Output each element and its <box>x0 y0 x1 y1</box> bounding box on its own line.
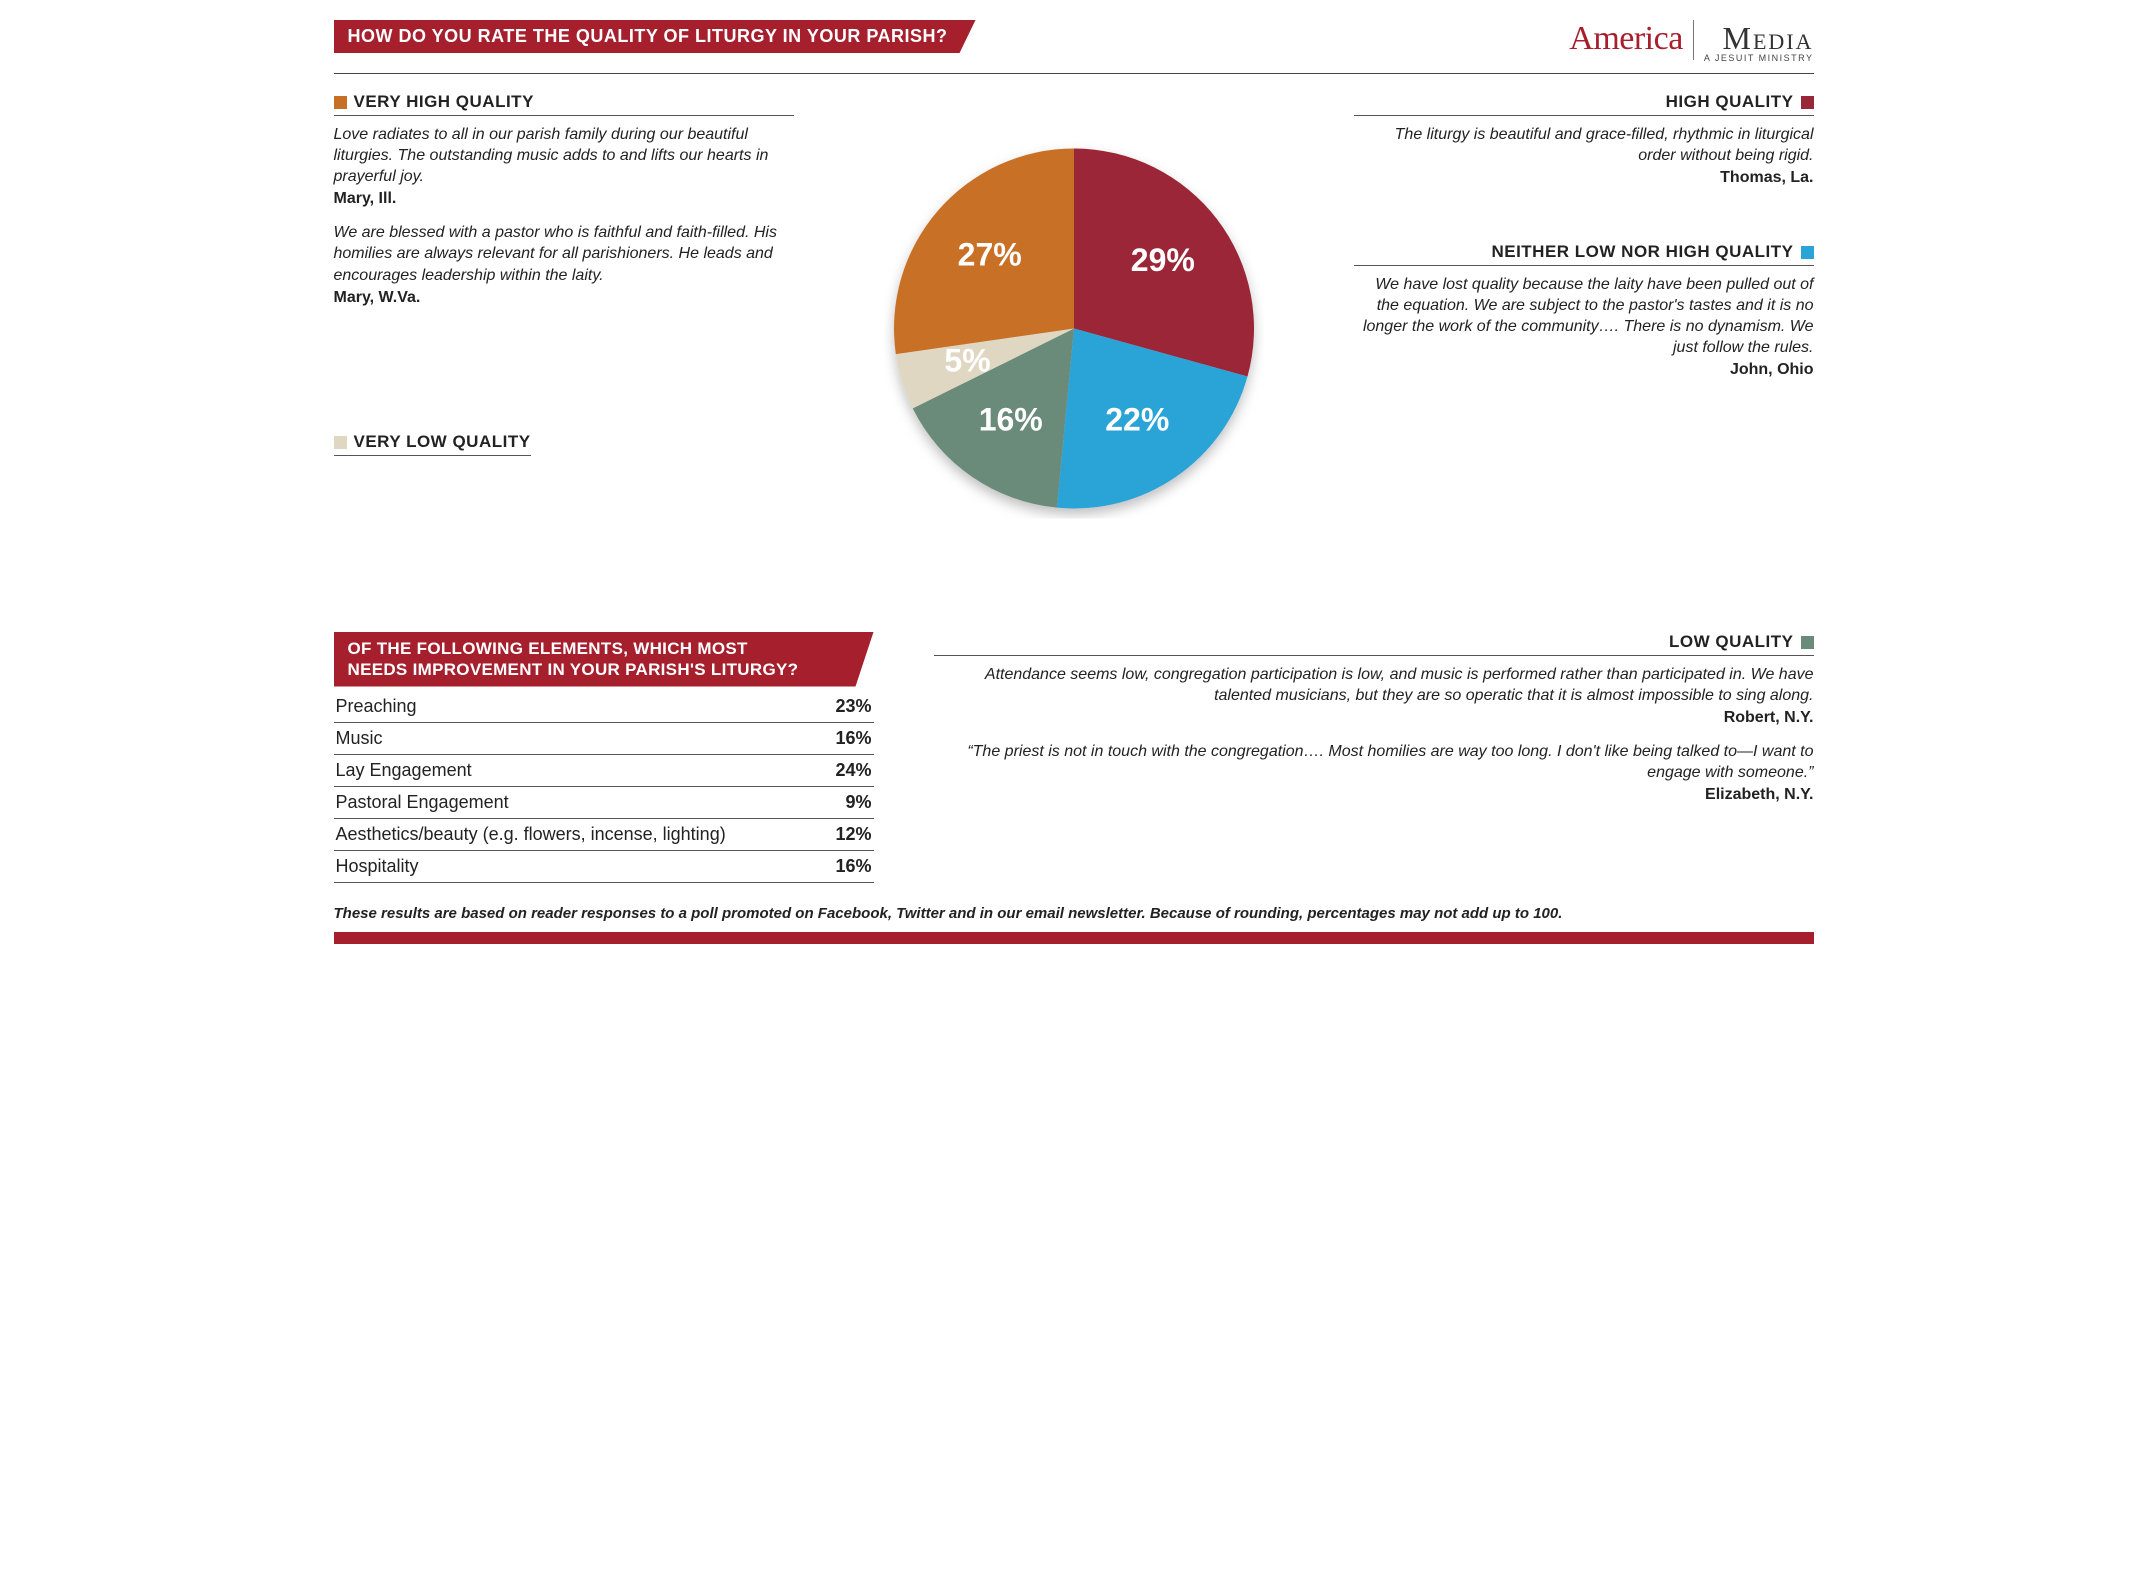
table-cell-label: Hospitality <box>334 850 814 882</box>
quote-text: The liturgy is beautiful and grace-fille… <box>1354 124 1814 166</box>
quote-attr: Elizabeth, N.Y. <box>934 786 1814 804</box>
table-row: Preaching23% <box>334 691 874 723</box>
table-cell-value: 9% <box>814 786 874 818</box>
table-cell-value: 24% <box>814 754 874 786</box>
quote-attr: Mary, Ill. <box>334 190 794 208</box>
swatch-very-low <box>334 436 347 449</box>
header-question-banner: HOW DO YOU RATE THE QUALITY OF LITURGY I… <box>334 20 976 53</box>
quote-text: We are blessed with a pastor who is fait… <box>334 222 794 285</box>
pie-label-neither: 22% <box>1105 402 1169 438</box>
table-cell-value: 12% <box>814 818 874 850</box>
swatch-high <box>1801 96 1814 109</box>
table-title-line1: OF THE FOLLOWING ELEMENTS, WHICH MOST <box>348 639 748 658</box>
bottom-bar <box>334 932 1814 944</box>
table-row: Aesthetics/beauty (e.g. flowers, incense… <box>334 818 874 850</box>
pie-label-verylow: 5% <box>944 343 990 379</box>
callout-title-very-low: VERY LOW QUALITY <box>354 432 531 452</box>
logo-america: America <box>1569 20 1683 58</box>
header-rule <box>334 73 1814 74</box>
quote-attr: Mary, W.Va. <box>334 289 794 307</box>
callout-neither: NEITHER LOW NOR HIGH QUALITY We have los… <box>1354 242 1814 393</box>
quote-text: Attendance seems low, congregation parti… <box>934 664 1814 706</box>
improvement-table-block: OF THE FOLLOWING ELEMENTS, WHICH MOST NE… <box>334 632 874 883</box>
pie-label-low: 16% <box>978 402 1042 438</box>
chart-area: VERY HIGH QUALITY Love radiates to all i… <box>334 92 1814 612</box>
pie-label-veryhigh: 27% <box>957 237 1021 273</box>
table-row: Hospitality16% <box>334 850 874 882</box>
logo-media: Media <box>1704 20 1814 57</box>
quote-text: “The priest is not in touch with the con… <box>934 741 1814 783</box>
callout-very-low: VERY LOW QUALITY <box>334 432 531 464</box>
quote-text: We have lost quality because the laity h… <box>1354 274 1814 358</box>
table-cell-label: Pastoral Engagement <box>334 786 814 818</box>
logo-subtitle: A JESUIT MINISTRY <box>1704 53 1814 63</box>
callout-high: HIGH QUALITY The liturgy is beautiful an… <box>1354 92 1814 201</box>
swatch-low <box>1801 636 1814 649</box>
table-cell-label: Lay Engagement <box>334 754 814 786</box>
quote-attr: Robert, N.Y. <box>934 709 1814 727</box>
table-cell-value: 16% <box>814 722 874 754</box>
table-banner: OF THE FOLLOWING ELEMENTS, WHICH MOST NE… <box>334 632 874 687</box>
quote-attr: John, Ohio <box>1354 361 1814 379</box>
improvement-table: Preaching23%Music16%Lay Engagement24%Pas… <box>334 691 874 883</box>
table-cell-label: Preaching <box>334 691 814 723</box>
table-cell-label: Music <box>334 722 814 754</box>
callout-very-high: VERY HIGH QUALITY Love radiates to all i… <box>334 92 794 321</box>
callout-title-high: HIGH QUALITY <box>1666 92 1794 112</box>
table-row: Music16% <box>334 722 874 754</box>
table-cell-label: Aesthetics/beauty (e.g. flowers, incense… <box>334 818 814 850</box>
table-cell-value: 16% <box>814 850 874 882</box>
callout-title-very-high: VERY HIGH QUALITY <box>354 92 534 112</box>
swatch-neither <box>1801 246 1814 259</box>
callout-title-low: LOW QUALITY <box>1669 632 1793 652</box>
table-row: Pastoral Engagement9% <box>334 786 874 818</box>
pie-chart: 29% 22% 16% 5% 27% <box>884 139 1264 524</box>
swatch-very-high <box>334 96 347 109</box>
footnote: These results are based on reader respon… <box>334 905 1814 922</box>
logo-separator <box>1693 20 1694 60</box>
callout-low: LOW QUALITY Attendance seems low, congre… <box>934 632 1814 818</box>
callout-title-neither: NEITHER LOW NOR HIGH QUALITY <box>1491 242 1793 262</box>
table-title-line2: NEEDS IMPROVEMENT IN YOUR PARISH'S LITUR… <box>348 660 799 679</box>
quote-text: Love radiates to all in our parish famil… <box>334 124 794 187</box>
quote-attr: Thomas, La. <box>1354 169 1814 187</box>
logo-block: America Media A JESUIT MINISTRY <box>1569 20 1813 63</box>
pie-label-high: 29% <box>1130 242 1194 278</box>
table-cell-value: 23% <box>814 691 874 723</box>
table-row: Lay Engagement24% <box>334 754 874 786</box>
